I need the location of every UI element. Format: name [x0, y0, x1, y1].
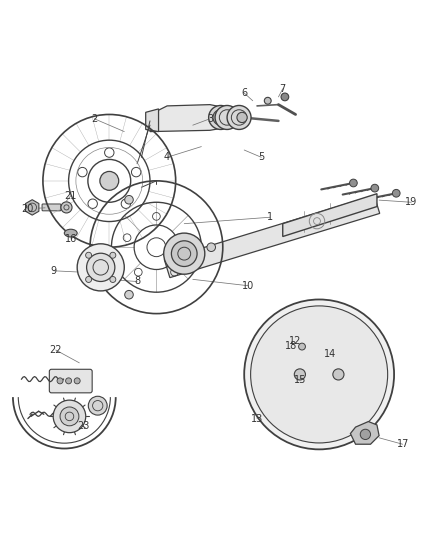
Polygon shape — [146, 109, 159, 132]
Circle shape — [333, 369, 344, 380]
Text: 2: 2 — [91, 114, 97, 124]
Ellipse shape — [64, 229, 77, 237]
Text: 15: 15 — [294, 375, 306, 385]
FancyBboxPatch shape — [49, 369, 92, 393]
Circle shape — [53, 400, 86, 433]
Text: 8: 8 — [134, 277, 140, 287]
Circle shape — [360, 429, 371, 440]
Text: 5: 5 — [258, 152, 264, 162]
Circle shape — [264, 98, 271, 104]
Text: 14: 14 — [324, 349, 336, 359]
Polygon shape — [283, 193, 377, 237]
FancyBboxPatch shape — [42, 204, 61, 211]
Circle shape — [60, 407, 79, 426]
Circle shape — [57, 378, 63, 384]
Text: 13: 13 — [251, 414, 263, 424]
Text: 12: 12 — [289, 336, 302, 346]
Text: 16: 16 — [65, 233, 77, 244]
Text: 17: 17 — [396, 439, 409, 449]
Text: 3: 3 — [207, 114, 213, 124]
Text: 9: 9 — [51, 266, 57, 276]
Circle shape — [207, 243, 215, 252]
Circle shape — [392, 189, 400, 197]
Circle shape — [208, 106, 232, 130]
Polygon shape — [25, 200, 39, 215]
Circle shape — [213, 110, 229, 125]
Text: 7: 7 — [280, 84, 286, 94]
Text: 23: 23 — [77, 421, 90, 431]
Polygon shape — [150, 104, 227, 132]
Polygon shape — [164, 196, 380, 278]
Circle shape — [125, 196, 133, 204]
Text: 18: 18 — [285, 341, 298, 351]
Text: 10: 10 — [243, 281, 255, 291]
Circle shape — [77, 244, 124, 291]
Circle shape — [87, 253, 115, 281]
Text: 1: 1 — [267, 212, 273, 222]
Circle shape — [251, 306, 388, 443]
Circle shape — [171, 241, 197, 266]
Circle shape — [281, 93, 289, 101]
Circle shape — [294, 369, 305, 380]
Polygon shape — [350, 422, 379, 444]
Circle shape — [88, 396, 107, 415]
Text: 20: 20 — [22, 204, 34, 214]
Circle shape — [100, 172, 119, 190]
Circle shape — [350, 179, 357, 187]
Circle shape — [164, 233, 205, 274]
Circle shape — [125, 290, 133, 299]
Text: 6: 6 — [241, 88, 247, 98]
Circle shape — [110, 252, 116, 259]
Circle shape — [244, 300, 394, 449]
Text: 19: 19 — [405, 197, 417, 207]
Circle shape — [86, 277, 92, 282]
Text: 4: 4 — [164, 152, 170, 162]
Polygon shape — [294, 400, 317, 413]
Circle shape — [74, 378, 80, 384]
Circle shape — [66, 378, 72, 384]
Circle shape — [61, 202, 72, 213]
Circle shape — [215, 106, 239, 130]
Text: 21: 21 — [65, 191, 77, 201]
Circle shape — [110, 277, 116, 282]
Text: 22: 22 — [49, 345, 62, 355]
Circle shape — [298, 343, 305, 350]
Circle shape — [227, 106, 251, 130]
Circle shape — [237, 112, 247, 123]
Circle shape — [86, 252, 92, 259]
Circle shape — [371, 184, 379, 192]
